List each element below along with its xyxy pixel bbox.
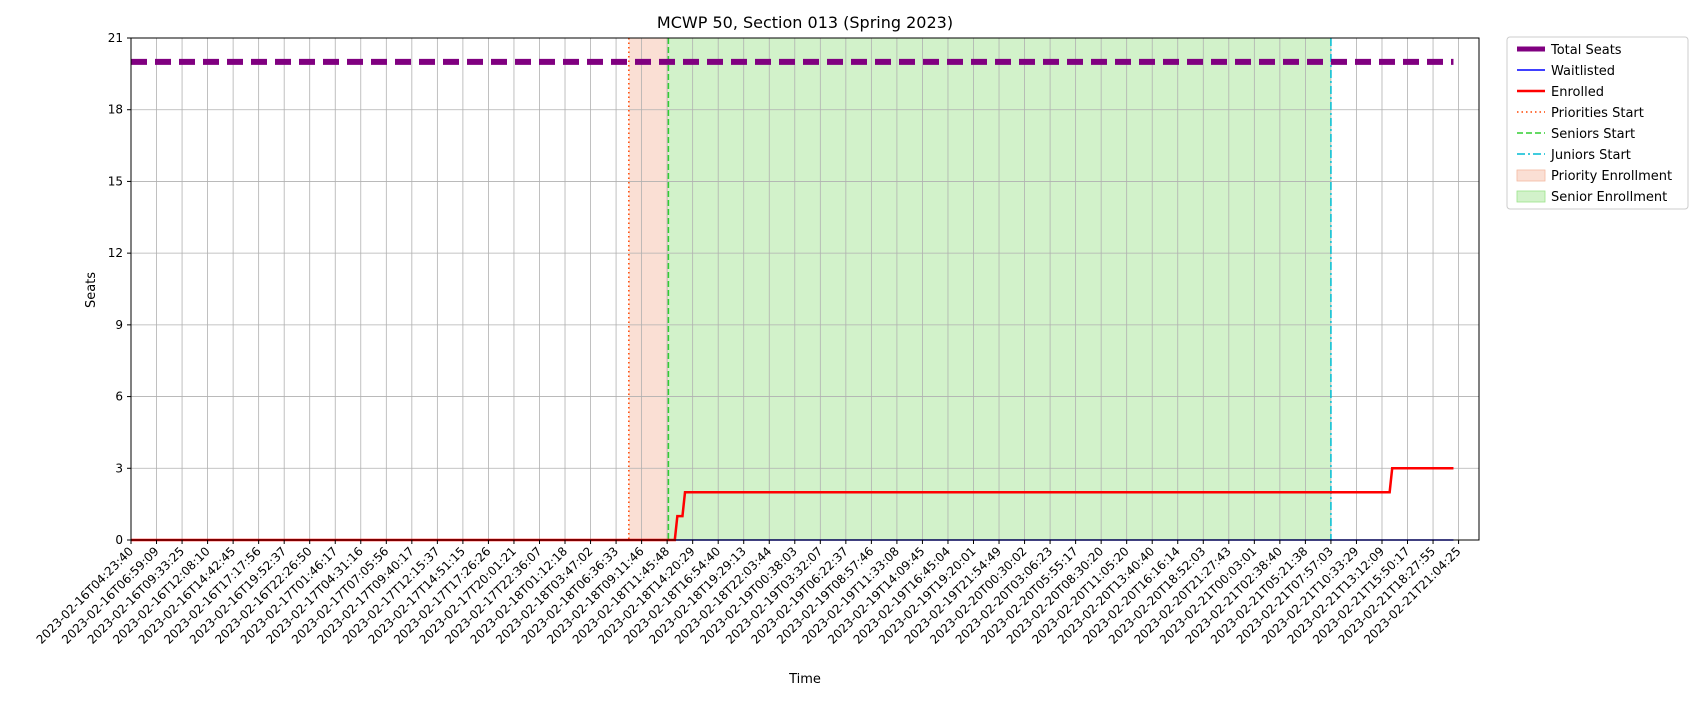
legend-label: Priorities Start bbox=[1551, 106, 1644, 121]
enrolled-series-line bbox=[131, 467, 1454, 542]
y-tick-label: 18 bbox=[108, 103, 123, 117]
chart-title: MCWP 50, Section 013 (Spring 2023) bbox=[657, 13, 953, 32]
senior-enrollment-legend-key bbox=[1516, 190, 1546, 203]
senior-enrollment-span bbox=[668, 38, 1331, 540]
legend-label: Total Seats bbox=[1550, 43, 1622, 58]
y-tick-label: 15 bbox=[108, 174, 123, 188]
legend: Total Seats Waitlisted Enrolled Priorities … bbox=[1506, 36, 1689, 210]
legend-label: Waitlisted bbox=[1551, 64, 1615, 79]
y-tick-label: 6 bbox=[115, 390, 123, 404]
legend-label: Enrolled bbox=[1551, 85, 1604, 100]
legend-label: Senior Enrollment bbox=[1551, 190, 1667, 205]
y-axis-label: Seats bbox=[84, 272, 99, 308]
axes: 0369121518212023-02-16T04:23:402023-02-1… bbox=[34, 31, 1480, 647]
priority-enrollment-legend-key bbox=[1516, 169, 1546, 182]
legend-label: Juniors Start bbox=[1550, 148, 1631, 163]
priority-enrollment-span bbox=[628, 38, 669, 540]
legend-label: Seniors Start bbox=[1551, 127, 1635, 142]
legend-label: Priority Enrollment bbox=[1551, 169, 1672, 184]
y-tick-label: 21 bbox=[108, 31, 123, 45]
y-tick-label: 9 bbox=[115, 318, 123, 332]
x-axis-label: Time bbox=[788, 672, 821, 687]
plot-frame bbox=[130, 37, 1480, 541]
y-tick-label: 0 bbox=[115, 533, 123, 547]
y-tick-label: 3 bbox=[115, 461, 123, 475]
enrollment-periods bbox=[628, 38, 1331, 540]
legend-box bbox=[1506, 36, 1689, 210]
y-tick-label: 12 bbox=[108, 246, 123, 260]
